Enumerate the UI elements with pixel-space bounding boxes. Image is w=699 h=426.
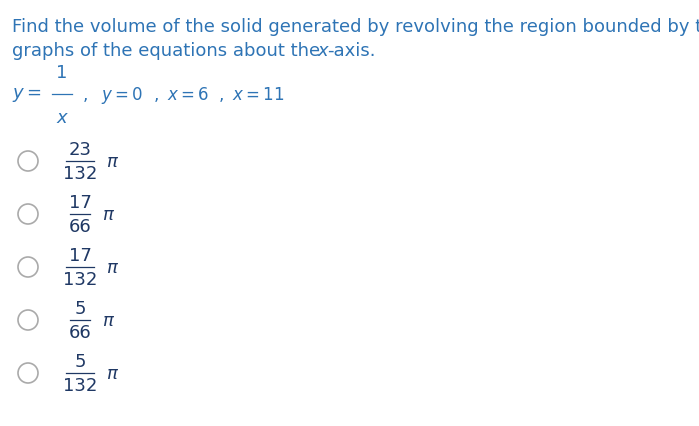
- Text: 5: 5: [74, 299, 86, 317]
- Text: x: x: [317, 42, 328, 60]
- Text: 23: 23: [69, 141, 92, 158]
- Text: $,\ \ y=0\ \ ,\ x=6\ \ ,\ x=11$: $,\ \ y=0\ \ ,\ x=6\ \ ,\ x=11$: [77, 84, 284, 105]
- Text: graphs of the equations about the: graphs of the equations about the: [12, 42, 326, 60]
- Text: $y=$: $y=$: [12, 86, 42, 104]
- Text: 17: 17: [69, 246, 92, 265]
- Text: π: π: [106, 259, 117, 276]
- Text: Find the volume of the solid generated by revolving the region bounded by the: Find the volume of the solid generated b…: [12, 18, 699, 36]
- Text: 5: 5: [74, 352, 86, 370]
- Text: π: π: [102, 205, 113, 224]
- Text: 66: 66: [69, 323, 92, 341]
- Text: x: x: [57, 109, 67, 127]
- Text: π: π: [106, 364, 117, 382]
- Text: 66: 66: [69, 218, 92, 236]
- Text: -axis.: -axis.: [327, 42, 375, 60]
- Text: π: π: [102, 311, 113, 329]
- Text: 132: 132: [63, 271, 97, 288]
- Text: 17: 17: [69, 193, 92, 211]
- Text: 132: 132: [63, 164, 97, 183]
- Text: π: π: [106, 153, 117, 170]
- Text: 1: 1: [57, 64, 68, 82]
- Text: 132: 132: [63, 376, 97, 394]
